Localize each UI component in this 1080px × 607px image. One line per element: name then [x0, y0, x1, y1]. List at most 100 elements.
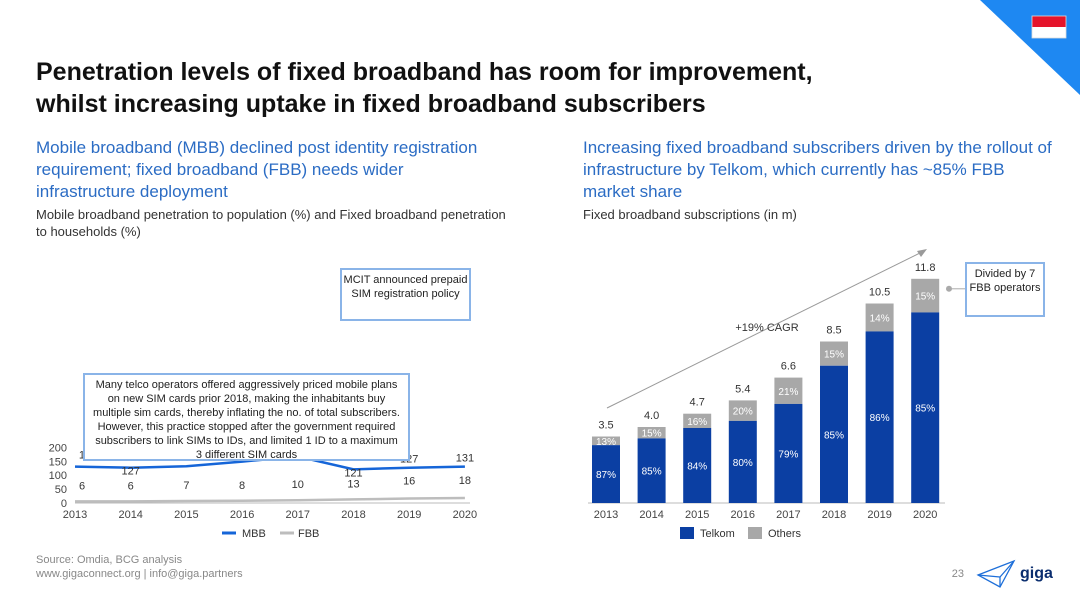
- x-tick-label: 2018: [341, 509, 365, 521]
- x-tick-label: 2016: [731, 509, 755, 521]
- page-number: 23: [951, 568, 964, 580]
- x-tick-label: 2019: [867, 509, 891, 521]
- telkom-bar: [592, 445, 620, 503]
- indonesia-flag-icon: [1031, 15, 1067, 39]
- footer-links[interactable]: www.gigaconnect.org | info@giga.partners: [36, 568, 243, 580]
- others-bar: [637, 427, 666, 439]
- fbb-data-label: 7: [183, 480, 189, 492]
- telkom-share-label: 84%: [687, 461, 707, 472]
- telco-pricing-note: Many telco operators offered aggressivel…: [83, 373, 410, 461]
- x-tick-label: 2016: [230, 509, 254, 521]
- legend-fbb-label: FBB: [298, 528, 319, 540]
- others-share-label: 13%: [596, 437, 616, 448]
- total-label: 5.4: [735, 383, 750, 395]
- legend-mbb-label: MBB: [242, 528, 266, 540]
- x-tick-label: 2013: [594, 509, 618, 521]
- x-tick-label: 2020: [913, 509, 937, 521]
- fbb-data-label: 8: [239, 480, 245, 492]
- telkom-bar: [683, 427, 712, 503]
- x-tick-label: 2013: [63, 509, 87, 521]
- others-share-label: 16%: [687, 417, 707, 428]
- giga-logo-text: giga: [1020, 565, 1053, 582]
- title-line-2: whilst increasing uptake in fixed broadb…: [36, 90, 706, 118]
- others-bar: [728, 400, 757, 421]
- telkom-bar: [911, 312, 940, 503]
- total-label: 10.5: [869, 287, 890, 299]
- others-share-label: 14%: [870, 313, 890, 324]
- total-label: 4.0: [644, 410, 659, 422]
- x-tick-label: 2015: [174, 509, 198, 521]
- registration-policy-callout: MCIT announced prepaid SIM registration …: [340, 268, 471, 321]
- corner-decoration: [980, 0, 1080, 95]
- total-label: 11.8: [915, 262, 936, 274]
- y-tick-label: 150: [49, 456, 67, 468]
- legend-others-swatch: [748, 527, 762, 539]
- x-tick-label: 2017: [776, 509, 800, 521]
- others-share-label: 15%: [915, 292, 935, 303]
- telkom-bar: [728, 420, 757, 503]
- telkom-share-label: 86%: [870, 413, 890, 424]
- total-label: 3.5: [598, 420, 613, 432]
- fbb-data-label: 10: [292, 479, 304, 491]
- others-bar: [820, 341, 848, 366]
- others-bar: [592, 436, 620, 446]
- fbb-series-line: [75, 496, 465, 503]
- telkom-share-label: 80%: [733, 458, 753, 469]
- others-share-label: 15%: [824, 350, 844, 361]
- cagr-arrow-head: [917, 249, 927, 257]
- others-share-label: 20%: [733, 407, 753, 418]
- y-tick-label: 50: [55, 484, 67, 496]
- others-bar: [865, 303, 894, 332]
- others-bar: [774, 377, 803, 404]
- y-tick-label: 100: [49, 470, 67, 482]
- total-label: 8.5: [826, 325, 841, 337]
- y-tick-label: 200: [49, 442, 67, 454]
- x-tick-label: 2020: [453, 509, 477, 521]
- x-tick-label: 2014: [639, 509, 663, 521]
- cagr-arrow-line: [606, 251, 923, 409]
- mbb-data-label: 121: [344, 467, 362, 479]
- telkom-share-label: 85%: [915, 404, 935, 415]
- telkom-bar: [865, 331, 894, 503]
- mbb-data-label: 131: [456, 453, 474, 465]
- telkom-bar: [820, 365, 848, 503]
- title-line-1: Penetration levels of fixed broadband ha…: [36, 58, 813, 86]
- fbb-data-label: 6: [79, 480, 85, 492]
- telkom-bar: [774, 403, 803, 503]
- x-tick-label: 2017: [286, 509, 310, 521]
- fbb-data-label: 18: [459, 475, 471, 487]
- telkom-share-label: 85%: [642, 467, 662, 478]
- legend-others-label: Others: [768, 528, 802, 540]
- telkom-share-label: 79%: [778, 449, 798, 460]
- left-subtitle: Mobile broadband (MBB) declined post ide…: [36, 138, 478, 201]
- x-tick-label: 2018: [822, 509, 846, 521]
- total-label: 6.6: [781, 361, 796, 373]
- others-share-label: 21%: [778, 387, 798, 398]
- legend-telkom-label: Telkom: [700, 528, 735, 540]
- operators-callout: Divided by 7 FBB operators: [965, 262, 1045, 317]
- cagr-label: +19% CAGR: [735, 322, 798, 334]
- fbb-data-label: 6: [128, 480, 134, 492]
- telkom-bar: [637, 438, 666, 503]
- giga-logo: giga: [976, 559, 1053, 588]
- telkom-share-label: 87%: [596, 470, 616, 481]
- source-note: Source: Omdia, BCG analysis: [36, 554, 183, 566]
- total-label: 4.7: [690, 397, 705, 409]
- others-share-label: 15%: [642, 429, 662, 440]
- fbb-subscriptions-bar-chart: +19% CAGR 13% 87% 3.5 2013 15% 85% 4.0 2014 16% 84…: [588, 249, 965, 540]
- legend-telkom-swatch: [680, 527, 694, 539]
- right-subtitle: Increasing fixed broadband subscribers d…: [583, 138, 1052, 201]
- right-caption: Fixed broadband subscriptions (in m): [583, 207, 797, 222]
- penetration-line-chart: 0 50 100 150 200 2013 2014 2015 2016 2017 2018 2019…: [49, 438, 478, 540]
- fbb-data-label: 16: [403, 476, 415, 488]
- y-tick-label: 0: [61, 498, 67, 510]
- page-title: Penetration levels of fixed broadband ha…: [36, 56, 956, 120]
- x-tick-label: 2015: [685, 509, 709, 521]
- giga-logo-icon: [976, 559, 1016, 588]
- x-tick-label: 2014: [118, 509, 142, 521]
- telkom-share-label: 85%: [824, 430, 844, 441]
- left-caption: Mobile broadband penetration to populati…: [36, 207, 506, 239]
- others-bar: [911, 278, 940, 313]
- fbb-data-label: 13: [347, 478, 359, 490]
- x-tick-label: 2019: [397, 509, 421, 521]
